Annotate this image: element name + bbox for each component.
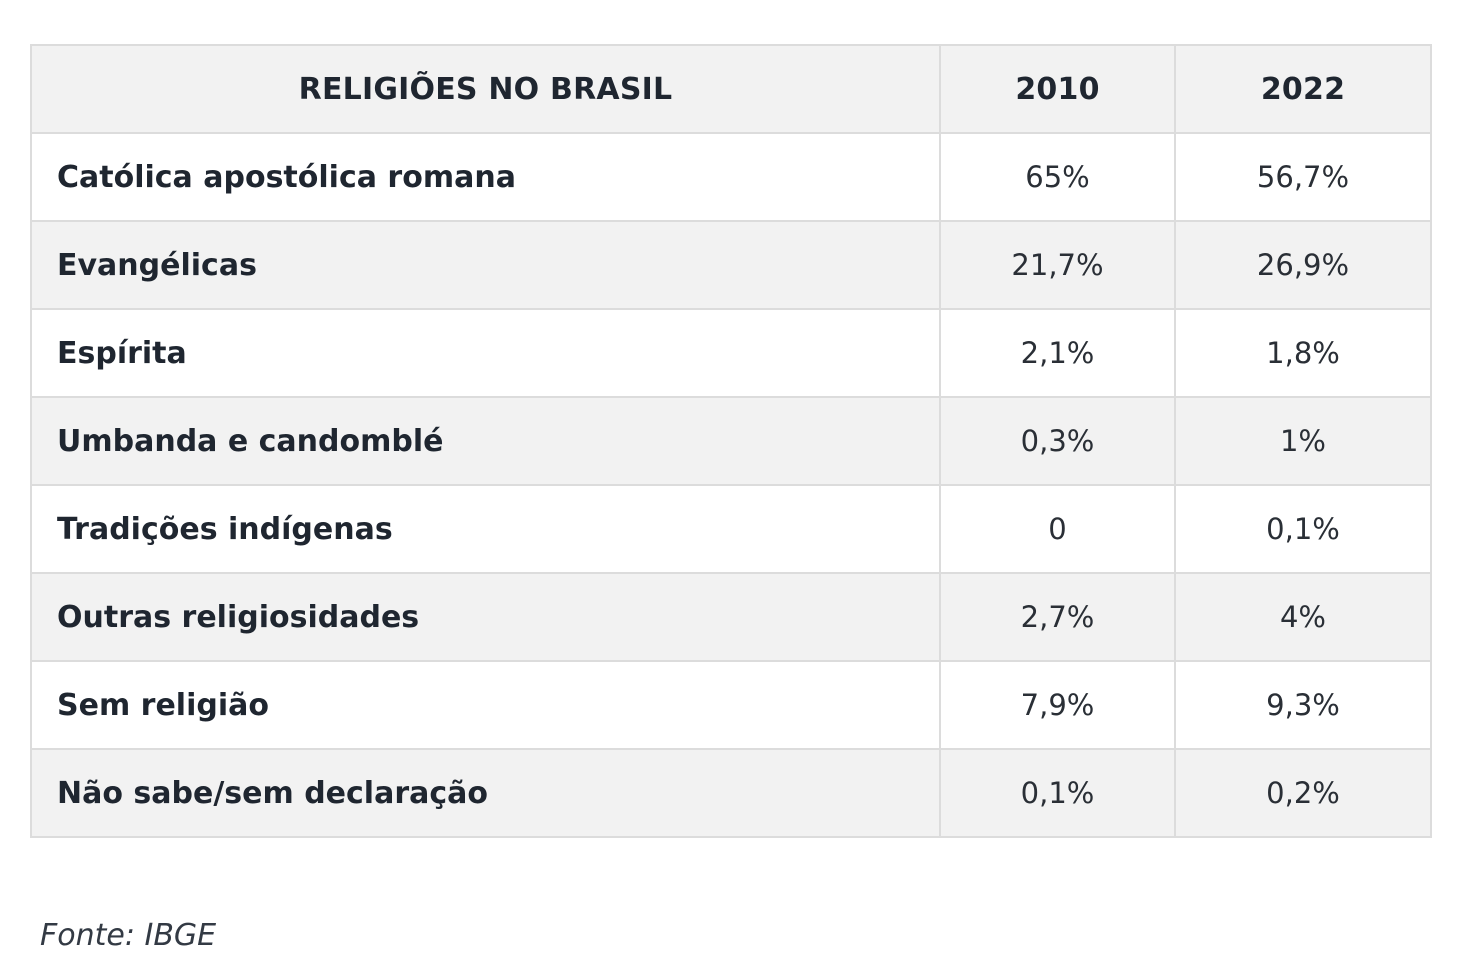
table-row: Espírita 2,1% 1,8% xyxy=(30,308,1432,398)
table-row: Umbanda e candomblé 0,3% 1% xyxy=(30,396,1432,486)
table-header-row: RELIGIÕES NO BRASIL 2010 2022 xyxy=(30,44,1432,134)
header-religion: RELIGIÕES NO BRASIL xyxy=(30,44,941,134)
value-2022: 56,7% xyxy=(1174,132,1432,222)
value-2010: 0,1% xyxy=(939,748,1176,838)
source-caption: Fonte: IBGE xyxy=(40,918,217,953)
value-2010: 0 xyxy=(939,484,1176,574)
value-2022: 1% xyxy=(1174,396,1432,486)
value-2010: 21,7% xyxy=(939,220,1176,310)
religion-name: Evangélicas xyxy=(30,220,941,310)
religion-name: Sem religião xyxy=(30,660,941,750)
table-row: Tradições indígenas 0 0,1% xyxy=(30,484,1432,574)
value-2022: 1,8% xyxy=(1174,308,1432,398)
value-2010: 2,1% xyxy=(939,308,1176,398)
religion-name: Umbanda e candomblé xyxy=(30,396,941,486)
value-2010: 65% xyxy=(939,132,1176,222)
table-row: Evangélicas 21,7% 26,9% xyxy=(30,220,1432,310)
religion-name: Outras religiosidades xyxy=(30,572,941,662)
table-row: Outras religiosidades 2,7% 4% xyxy=(30,572,1432,662)
header-2010: 2010 xyxy=(939,44,1176,134)
value-2022: 0,2% xyxy=(1174,748,1432,838)
religion-table-container: RELIGIÕES NO BRASIL 2010 2022 Católica a… xyxy=(30,44,1432,838)
religion-name: Não sabe/sem declaração xyxy=(30,748,941,838)
religion-table: RELIGIÕES NO BRASIL 2010 2022 Católica a… xyxy=(30,44,1432,838)
value-2022: 26,9% xyxy=(1174,220,1432,310)
table-row: Católica apostólica romana 65% 56,7% xyxy=(30,132,1432,222)
value-2022: 0,1% xyxy=(1174,484,1432,574)
value-2010: 2,7% xyxy=(939,572,1176,662)
value-2010: 0,3% xyxy=(939,396,1176,486)
table-row: Sem religião 7,9% 9,3% xyxy=(30,660,1432,750)
value-2010: 7,9% xyxy=(939,660,1176,750)
religion-name: Tradições indígenas xyxy=(30,484,941,574)
religion-name: Católica apostólica romana xyxy=(30,132,941,222)
value-2022: 4% xyxy=(1174,572,1432,662)
religion-name: Espírita xyxy=(30,308,941,398)
value-2022: 9,3% xyxy=(1174,660,1432,750)
table-row: Não sabe/sem declaração 0,1% 0,2% xyxy=(30,748,1432,838)
header-2022: 2022 xyxy=(1174,44,1432,134)
